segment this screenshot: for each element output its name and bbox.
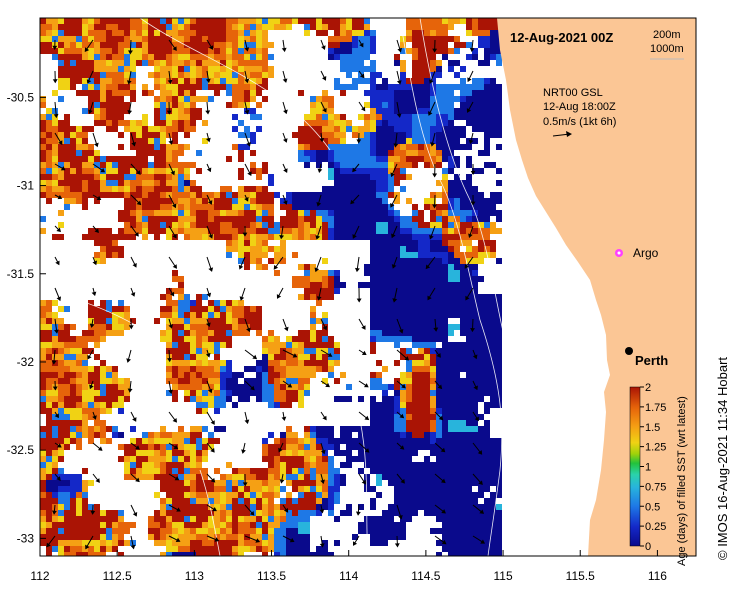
argo-label: Argo (633, 246, 659, 260)
x-tick-label: 113.5 (257, 569, 286, 583)
colorbar-tick-label: 0 (645, 541, 651, 553)
current-scale-label: 0.5m/s (1kt 6h) (543, 116, 616, 128)
y-tick-label: -31 (17, 179, 35, 193)
x-tick-label: 116 (648, 569, 667, 583)
x-tick-label: 112.5 (103, 569, 132, 583)
contour-legend-1000m: 1000m (650, 43, 684, 55)
y-tick-label: -30.5 (7, 90, 35, 104)
map-title: 12-Aug-2021 00Z (510, 30, 613, 45)
current-vectors (46, 39, 486, 550)
y-tick-label: -33 (17, 531, 35, 545)
current-time-label: 12-Aug 18:00Z (543, 101, 616, 113)
y-axis: -30.5 -31 -31.5 -32 -32.5 -33 (7, 90, 46, 545)
colorbar-tick-label: 0.25 (645, 521, 666, 533)
x-tick-label: 115 (493, 569, 512, 583)
colorbar: 0 0.25 0.5 0.75 1 1.25 1.5 1.75 2 Age (days) of … (629, 382, 688, 566)
x-axis: 112 112.5 113 113.5 114 114.5 115 115.5 116 (30, 550, 667, 583)
y-tick-label: -32 (17, 355, 35, 369)
x-tick-label: 114.5 (411, 569, 440, 583)
sst-age-field (40, 18, 502, 556)
colorbar-tick-label: 1.75 (645, 402, 666, 414)
colorbar-tick-label: 1 (645, 462, 651, 474)
perth-label: Perth (635, 353, 668, 368)
x-tick-label: 115.5 (566, 569, 595, 583)
colorbar-ticks: 0 0.25 0.5 0.75 1 1.25 1.5 1.75 2 (640, 382, 666, 553)
bathymetry-contours (40, 18, 518, 556)
colorbar-tick-label: 1.25 (645, 442, 666, 454)
current-source-label: NRT00 GSL (543, 87, 603, 99)
x-tick-label: 114 (339, 569, 358, 583)
colorbar-label: Age (days) of filled SST (wrt latest) (676, 396, 688, 566)
argo-marker-icon (615, 249, 623, 257)
plot-frame (39, 17, 697, 557)
contour-legend-200m: 200m (653, 29, 681, 41)
current-scale-arrow (552, 131, 572, 137)
plot-area (40, 18, 696, 556)
x-tick-label: 113 (185, 569, 204, 583)
colorbar-tick-label: 1.5 (645, 422, 660, 434)
x-tick-label: 112 (30, 569, 49, 583)
colorbar-tick-label: 0.5 (645, 501, 660, 513)
colorbar-tick-label: 0.75 (645, 481, 666, 493)
credit-text: © IMOS 16-Aug-2021 11:34 Hobart (715, 357, 730, 560)
perth-marker-icon (625, 347, 633, 355)
y-tick-label: -31.5 (7, 267, 35, 281)
colorbar-ramp (629, 386, 641, 547)
colorbar-tick-label: 2 (645, 382, 651, 394)
land-western-australia (497, 18, 696, 556)
y-tick-label: -32.5 (7, 443, 35, 457)
